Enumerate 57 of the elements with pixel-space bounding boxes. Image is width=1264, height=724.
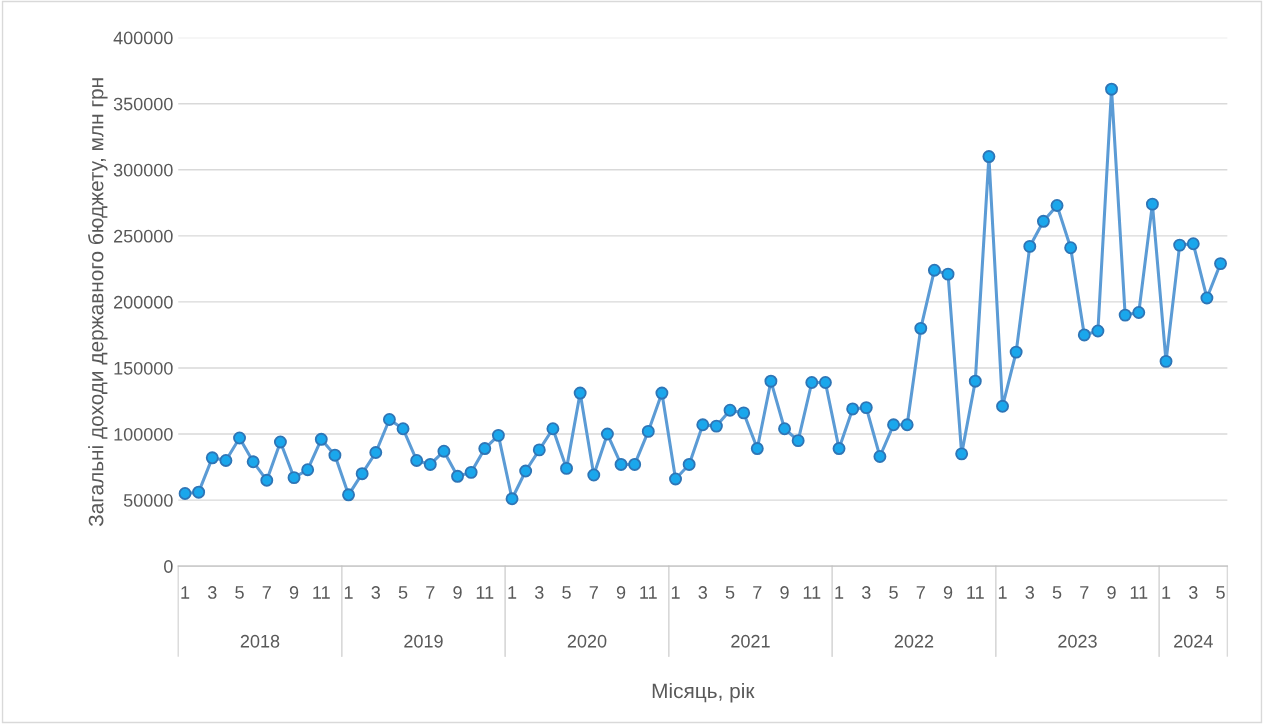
y-axis-title: Загальні доходи державного бюджету, млн грн (87, 78, 108, 527)
x-tick-label: 9 (616, 586, 626, 599)
y-tick-label: 150000 (114, 361, 173, 375)
x-tick-label: 9 (453, 586, 462, 599)
x-tick-label: 3 (371, 586, 381, 599)
x-tick-label: 5 (398, 586, 408, 599)
x-axis-title: Місяць, рік (652, 683, 755, 703)
x-tick-label: 1 (508, 586, 517, 599)
y-tick-label: 300000 (113, 163, 173, 177)
x-tick-label: 1 (1162, 586, 1171, 599)
x-tick-label: 1 (835, 586, 844, 599)
y-tick-label: 250000 (114, 229, 173, 243)
x-tick-label: 11 (313, 586, 330, 599)
text: 2024 (1174, 634, 1213, 648)
x-tick-label: 7 (753, 586, 762, 599)
x-tick-label: 1 (671, 586, 680, 599)
y-tick-label: 50000 (123, 494, 173, 507)
text: 2022 (894, 634, 934, 648)
x-tick-label: 7 (916, 586, 925, 599)
text: 2018 (240, 634, 280, 648)
x-tick-label: 5 (1052, 586, 1062, 599)
x-tick-label: 9 (943, 586, 953, 599)
y-tick-label: 400000 (113, 31, 173, 45)
x-tick-label: 11 (1130, 586, 1148, 599)
text: 2019 (404, 634, 443, 648)
x-tick-label: 1 (344, 586, 353, 599)
x-tick-label: 3 (698, 586, 708, 599)
y-tick-label: 0 (164, 560, 173, 573)
x-tick-label: 3 (207, 586, 217, 599)
x-tick-label: 11 (640, 586, 657, 599)
x-tick-label: 1 (181, 586, 190, 599)
x-tick-label: 3 (1025, 586, 1035, 599)
x-tick-label: 1 (998, 586, 1007, 599)
text: 2020 (567, 634, 607, 648)
x-tick-label: 5 (562, 586, 571, 599)
x-tick-label: 7 (426, 586, 435, 599)
x-tick-label: 9 (780, 586, 789, 599)
x-tick-label: 11 (476, 586, 494, 599)
text: 2023 (1058, 634, 1097, 648)
x-tick-label: 3 (861, 586, 871, 599)
text: 2021 (731, 634, 770, 648)
x-tick-label: 5 (235, 586, 244, 599)
y-tick-label: 200000 (114, 295, 173, 309)
x-tick-label: 5 (1216, 586, 1225, 599)
x-tick-label: 3 (534, 586, 544, 599)
x-tick-label: 7 (262, 586, 271, 599)
x-tick-label: 9 (289, 586, 299, 599)
x-tick-label: 5 (725, 586, 735, 599)
x-tick-label: 9 (1107, 586, 1116, 599)
x-tick-label: 11 (967, 586, 984, 599)
x-tick-label: 11 (803, 586, 821, 599)
y-tick-label: 350000 (113, 97, 173, 111)
y-tick-label: 100000 (114, 427, 173, 441)
x-tick-label: 7 (589, 586, 598, 599)
x-tick-label: 3 (1188, 586, 1198, 599)
x-tick-label: 7 (1080, 586, 1089, 599)
x-tick-label: 5 (889, 586, 898, 599)
